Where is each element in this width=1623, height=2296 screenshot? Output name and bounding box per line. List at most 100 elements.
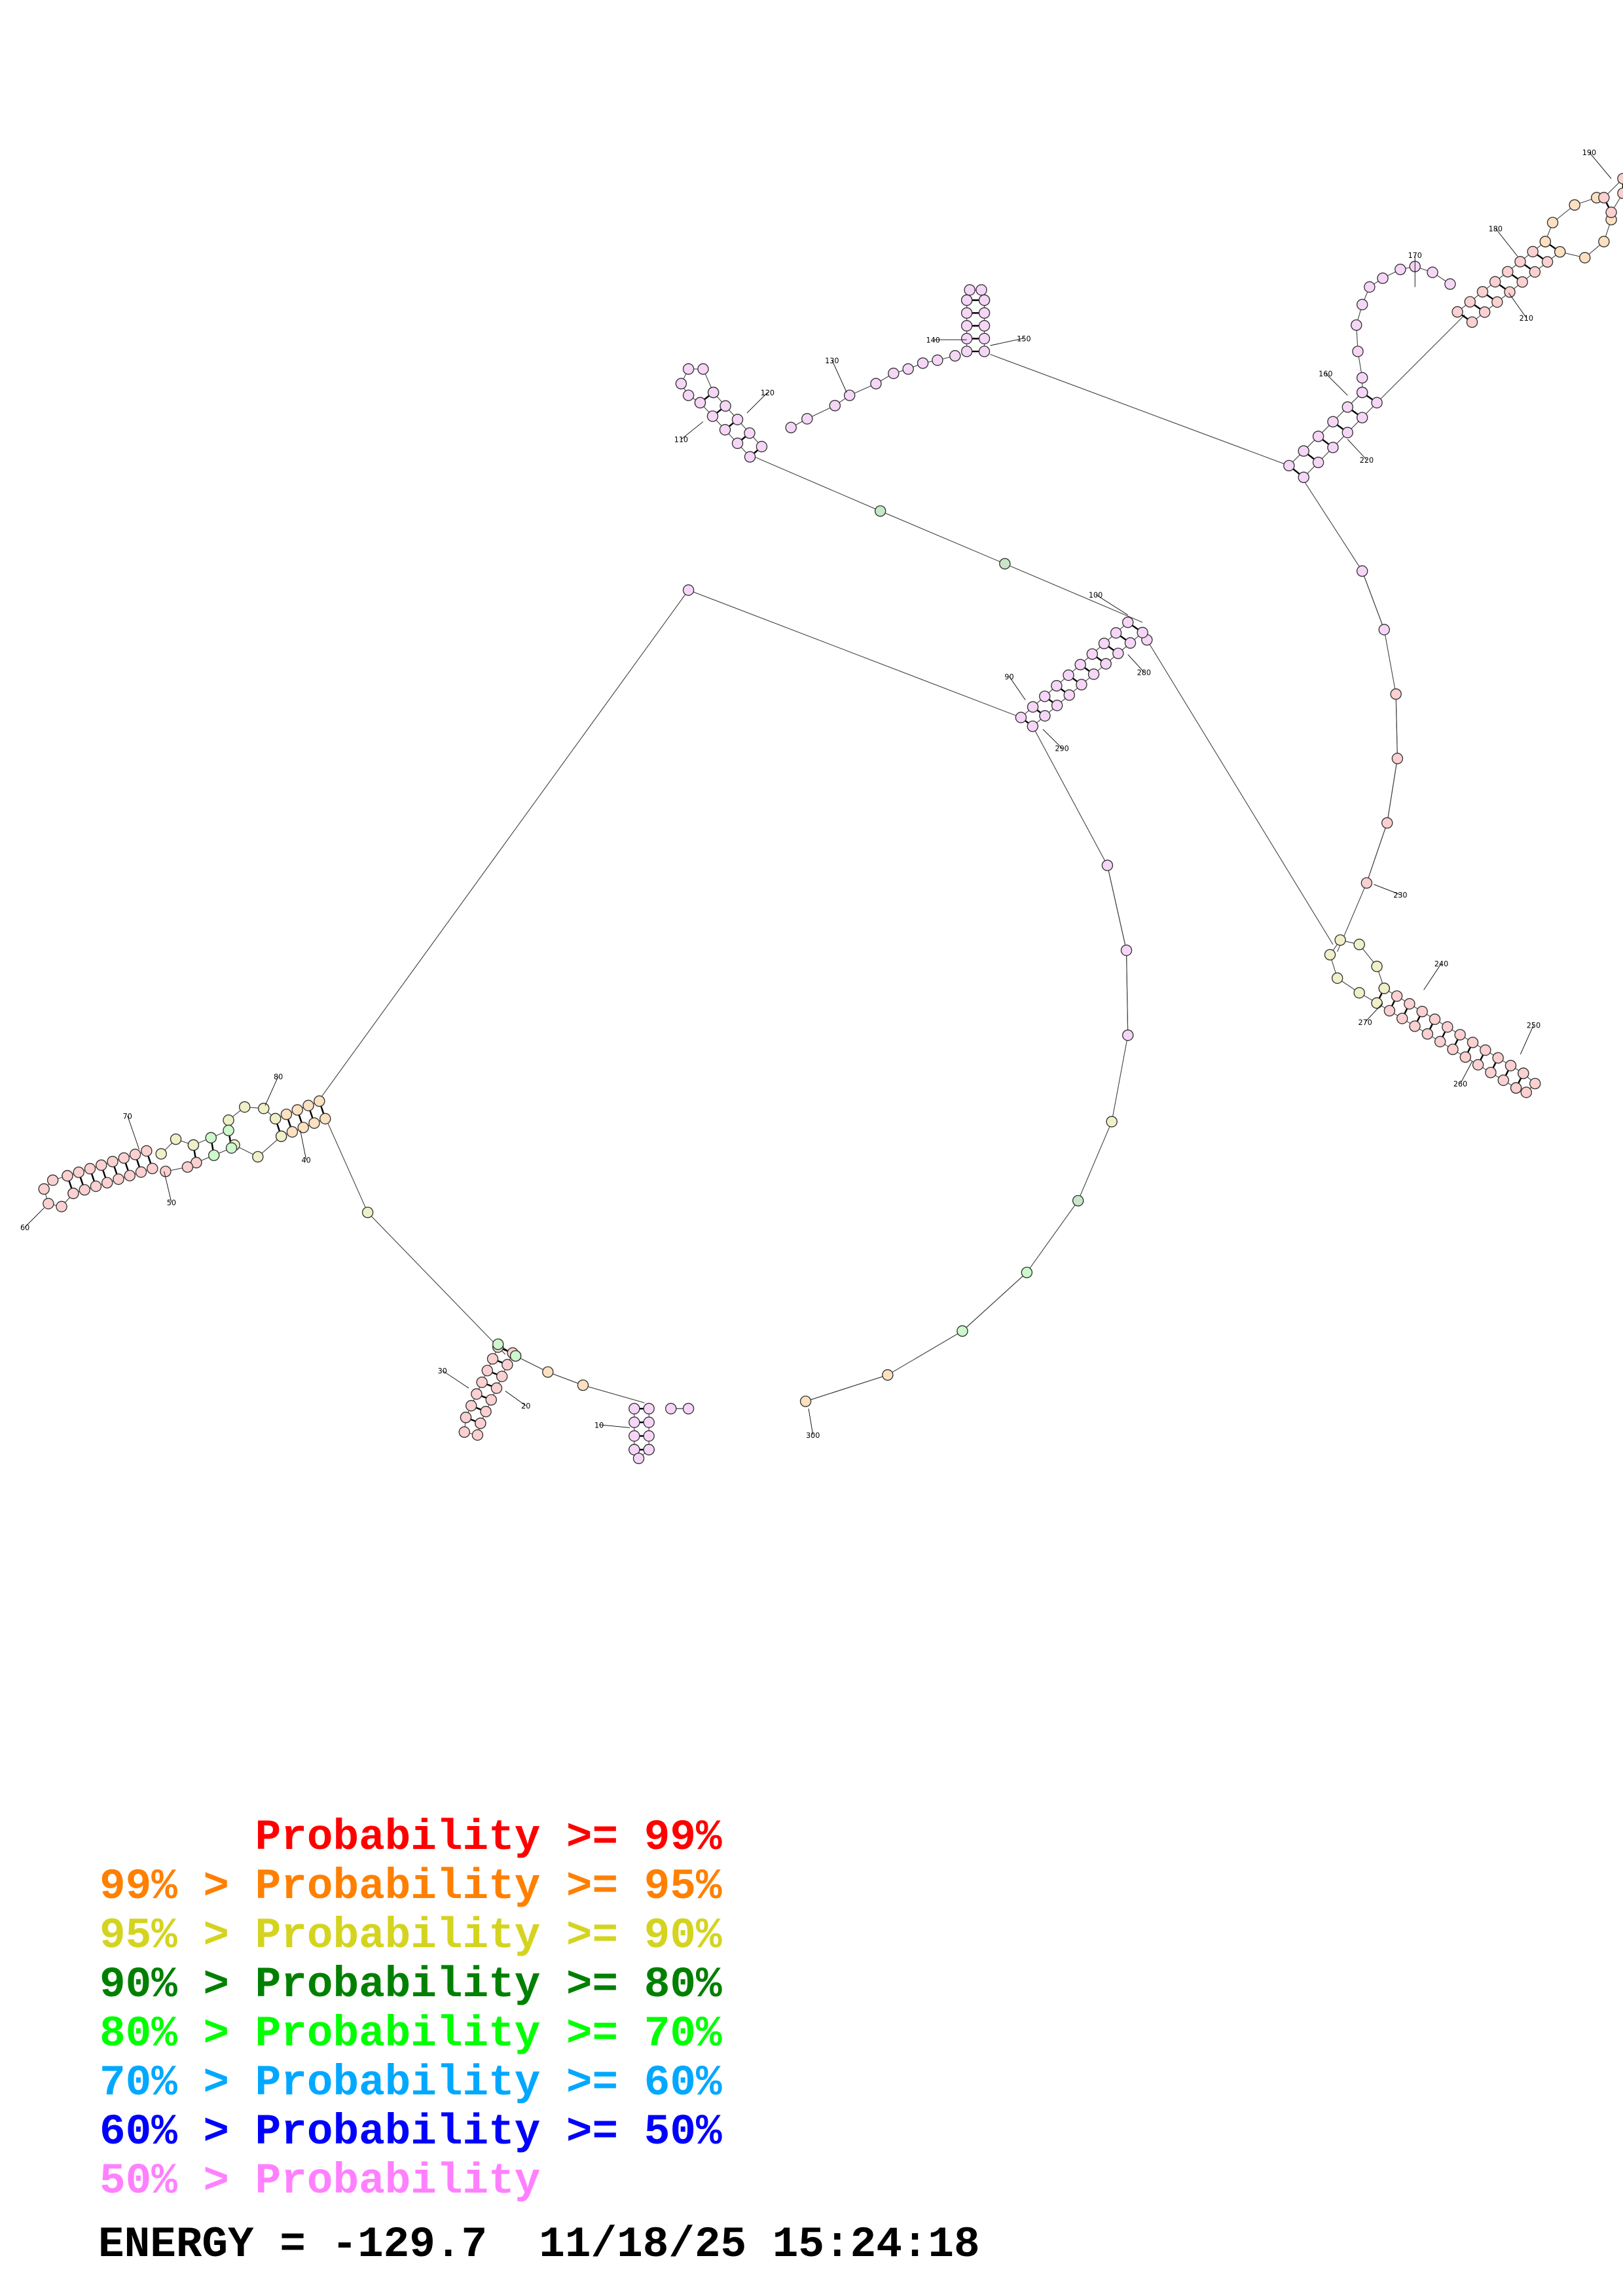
backbone-segment	[319, 589, 1021, 1100]
nucleotide	[949, 350, 961, 362]
nucleotide	[155, 1148, 167, 1160]
backbone-segment	[805, 1374, 888, 1402]
nucleotide	[1051, 680, 1063, 692]
backbone-segment	[754, 456, 1143, 623]
label-leader-line	[1127, 654, 1144, 673]
base-pairs	[66, 178, 1623, 1451]
nucleotide	[1464, 296, 1476, 308]
nucleotide	[629, 1416, 640, 1428]
position-label: 50	[167, 1198, 176, 1207]
nucleotide	[465, 1400, 477, 1412]
position-label: 10	[594, 1421, 604, 1429]
label-leader-line	[1520, 1024, 1534, 1054]
position-label: 140	[926, 336, 940, 345]
nucleotide	[1579, 252, 1591, 264]
nucleotide	[1356, 298, 1368, 311]
nucleotide	[1378, 982, 1390, 994]
legend-row: 90% > Probability >= 80%	[100, 1960, 722, 2009]
position-label: 240	[1434, 960, 1448, 969]
position-label: 280	[1137, 668, 1151, 677]
nucleotide	[1421, 1028, 1434, 1040]
nucleotide	[501, 1359, 513, 1371]
nucleotide	[67, 1187, 79, 1200]
label-leader-line	[1374, 884, 1401, 895]
nucleotide	[1467, 1036, 1479, 1049]
legend-row: 50% > Probability	[100, 2157, 541, 2206]
nucleotide	[96, 1159, 107, 1171]
nucleotide	[917, 357, 929, 369]
nucleotide	[1520, 1086, 1533, 1098]
nucleotide	[1396, 1013, 1408, 1024]
label-leader-line	[505, 1391, 526, 1407]
position-label: 180	[1489, 224, 1503, 233]
backbone-segment	[1376, 314, 1465, 403]
label-leader-line	[746, 392, 768, 414]
backbone-segment	[790, 355, 955, 428]
nucleotide	[1353, 987, 1365, 999]
nucleotide	[1485, 1066, 1497, 1079]
position-label: 260	[1453, 1080, 1467, 1088]
position-label: 210	[1520, 314, 1533, 323]
position-label: 300	[806, 1431, 820, 1440]
nucleotide	[1429, 1013, 1441, 1026]
nucleotide	[1504, 286, 1516, 298]
nucleotide	[577, 1379, 589, 1391]
label-leader-line	[24, 1208, 45, 1228]
nucleotide	[1063, 689, 1075, 701]
nucleotide	[1395, 263, 1406, 276]
nucleotide	[1434, 1035, 1446, 1048]
nucleotide	[978, 307, 991, 319]
nucleotide	[1120, 944, 1133, 956]
nucleotide	[1356, 565, 1368, 577]
nucleotide	[643, 1403, 655, 1414]
nucleotide	[308, 1117, 320, 1129]
position-label: 100	[1089, 591, 1103, 600]
nucleotide	[1327, 441, 1339, 454]
nucleotide	[682, 363, 695, 375]
nucleotide	[1466, 316, 1478, 328]
label-leader-line	[1508, 293, 1527, 318]
nucleotide	[1454, 1029, 1466, 1041]
position-label: 90	[1004, 673, 1013, 681]
backbone-segment	[228, 1106, 276, 1121]
nucleotide	[1447, 1043, 1459, 1056]
nucleotide	[1518, 1067, 1529, 1079]
nucleotide	[223, 1124, 234, 1136]
nucleotide	[643, 1416, 655, 1428]
nucleotide	[471, 1429, 484, 1441]
nucleotide	[1100, 658, 1112, 670]
nucleotide	[1504, 1060, 1517, 1071]
nucleotide	[694, 397, 706, 408]
nucleotide	[1598, 236, 1610, 247]
nucleotide	[280, 1108, 293, 1121]
nucleotide	[46, 1174, 59, 1186]
nucleotide	[302, 1100, 314, 1111]
nucleotide	[1021, 1266, 1033, 1278]
nucleotide	[1381, 817, 1393, 829]
nucleotide	[101, 1177, 113, 1189]
nucleotide	[1098, 637, 1110, 649]
nucleotide	[481, 1365, 494, 1376]
nucleotide	[1451, 306, 1463, 318]
nucleotide	[1527, 245, 1539, 258]
nucleotide	[1356, 372, 1368, 384]
position-label: 40	[302, 1156, 311, 1164]
nucleotide	[719, 423, 731, 436]
nucleotide	[1283, 459, 1295, 472]
nucleotide	[314, 1095, 325, 1107]
nucleotide	[1546, 217, 1559, 228]
nucleotide	[460, 1411, 472, 1424]
nucleotide	[1074, 658, 1086, 671]
nucleotide	[1371, 960, 1383, 973]
nucleotide	[141, 1145, 153, 1157]
backbone-segment	[325, 1117, 506, 1355]
nucleotide	[682, 1403, 695, 1414]
backbone-segment	[1021, 622, 1129, 718]
label-leader-line	[127, 1115, 140, 1150]
label-leader-line	[681, 421, 704, 440]
nucleotide	[205, 1132, 217, 1144]
nucleotide	[475, 1417, 486, 1429]
nucleotide	[902, 363, 914, 375]
label-leader-line	[1460, 1061, 1472, 1084]
nucleotide	[1605, 206, 1617, 219]
